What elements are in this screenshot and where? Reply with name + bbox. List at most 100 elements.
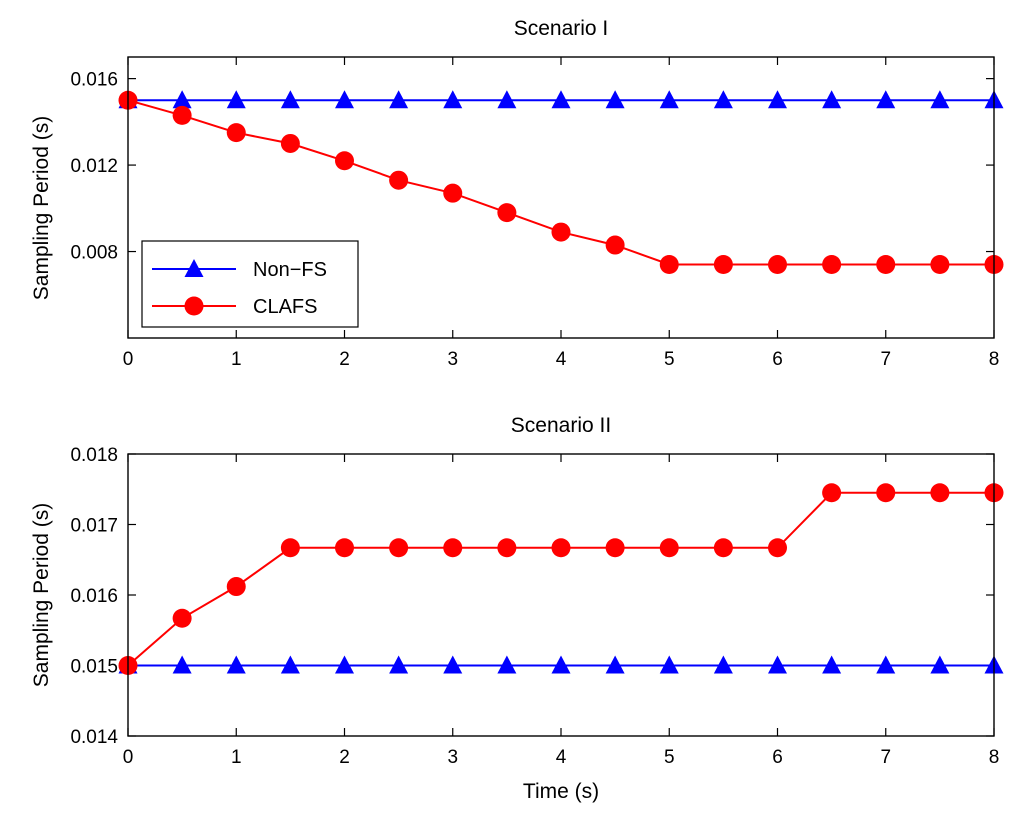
panel-scenario-2: Scenario II Sampling Period (s) Time (s)…: [30, 414, 1004, 803]
data-point-circle: [713, 538, 733, 558]
data-point-triangle: [389, 90, 409, 109]
chart-title: Scenario I: [514, 17, 609, 40]
data-point-triangle: [497, 90, 517, 109]
legend-marker-triangle: [184, 259, 204, 277]
data-point-circle: [822, 483, 842, 503]
data-point-triangle: [389, 655, 409, 674]
y-tick-label: 0.014: [70, 727, 118, 748]
data-point-triangle: [226, 90, 246, 109]
data-point-circle: [443, 183, 463, 203]
data-point-circle: [389, 170, 409, 190]
data-point-triangle: [659, 655, 679, 674]
data-point-triangle: [930, 90, 950, 109]
data-point-triangle: [443, 90, 463, 109]
data-point-triangle: [497, 655, 517, 674]
data-point-triangle: [713, 655, 733, 674]
data-point-circle: [876, 255, 896, 275]
data-point-triangle: [768, 90, 787, 109]
data-point-triangle: [930, 655, 950, 674]
data-point-triangle: [551, 655, 571, 674]
data-point-triangle: [172, 655, 192, 674]
y-tick-label: 0.015: [70, 657, 118, 678]
data-point-circle: [551, 538, 571, 558]
data-point-triangle: [822, 655, 842, 674]
x-tick-label: 4: [556, 349, 567, 370]
x-tick-label: 5: [664, 349, 675, 370]
y-tick-label: 0.018: [70, 445, 118, 466]
plot-area: 0 1 2 3 4 5 6 7 8 0.014 0.015 0.016 0.017 0.018: [70, 445, 1004, 768]
legend-marker-circle: [184, 296, 204, 316]
data-point-circle: [443, 538, 463, 558]
data-point-circle: [497, 203, 517, 223]
data-point-circle: [605, 538, 625, 558]
data-point-triangle: [172, 90, 192, 109]
legend: Non−FS CLAFS: [141, 240, 359, 328]
axes-frame: [127, 453, 995, 737]
data-point-triangle: [443, 655, 463, 674]
data-point-triangle: [226, 655, 246, 674]
x-tick-label: 7: [880, 349, 891, 370]
x-tick-label: 0: [123, 747, 134, 768]
x-tick-label: 3: [447, 747, 458, 768]
data-point-triangle: [876, 90, 896, 109]
x-tick-label: 8: [989, 747, 1000, 768]
legend-box: [141, 240, 359, 328]
x-tick-label: 1: [231, 349, 242, 370]
data-point-circle: [280, 538, 300, 558]
x-tick-label: 2: [339, 349, 350, 370]
x-tick-label: 0: [123, 349, 134, 370]
data-point-triangle: [551, 90, 571, 109]
data-point-circle: [497, 538, 517, 558]
data-point-circle: [335, 538, 354, 558]
chart-title: Scenario II: [511, 414, 611, 437]
data-point-circle: [659, 255, 679, 275]
y-tick-label: 0.016: [70, 586, 118, 607]
x-tick-label: 8: [989, 349, 1000, 370]
x-tick-label: 6: [772, 349, 783, 370]
data-point-triangle: [822, 90, 842, 109]
data-point-circle: [172, 105, 192, 125]
data-point-circle: [768, 255, 787, 275]
data-point-triangle: [768, 655, 787, 674]
data-point-circle: [551, 222, 571, 242]
y-tick-label: 0.016: [70, 70, 118, 91]
y-tick-label: 0.017: [70, 516, 118, 537]
data-point-triangle: [659, 90, 679, 109]
x-tick-label: 1: [231, 747, 242, 768]
y-tick-label: 0.012: [70, 156, 118, 177]
data-point-circle: [226, 577, 246, 597]
x-tick-label: 4: [556, 747, 567, 768]
data-point-triangle: [335, 90, 354, 109]
data-point-circle: [389, 538, 409, 558]
legend-label-non-fs: Non−FS: [253, 259, 327, 281]
data-point-triangle: [713, 90, 733, 109]
legend-label-clafs: CLAFS: [253, 296, 317, 318]
x-tick-label: 7: [880, 747, 891, 768]
x-tick-label: 5: [664, 747, 675, 768]
data-point-circle: [768, 538, 787, 558]
panel-scenario-1: Scenario I Sampling Period (s) 0 1 2 3 4 5 6 7 8…: [30, 17, 1004, 370]
y-axis-label: Sampling Period (s): [30, 116, 53, 300]
data-point-circle: [713, 255, 733, 275]
data-point-triangle: [876, 655, 896, 674]
data-point-circle: [822, 255, 842, 275]
x-tick-label: 6: [772, 747, 783, 768]
x-tick-label: 3: [447, 349, 458, 370]
data-point-circle: [930, 255, 950, 275]
data-point-circle: [605, 235, 625, 255]
y-tick-label: 0.008: [70, 243, 118, 264]
data-point-circle: [335, 151, 354, 171]
axes-frame: [127, 56, 995, 339]
data-point-triangle: [280, 90, 300, 109]
data-point-circle: [876, 483, 896, 503]
data-point-circle: [659, 538, 679, 558]
data-point-circle: [930, 483, 950, 503]
data-point-triangle: [280, 655, 300, 674]
plot-area: 0 1 2 3 4 5 6 7 8 0.008 0.012 0.016: [70, 56, 1004, 370]
data-point-circle: [280, 133, 300, 153]
data-point-triangle: [335, 655, 354, 674]
series-line-circle: [127, 491, 994, 667]
data-point-triangle: [605, 655, 625, 674]
y-axis-label: Sampling Period (s): [30, 503, 53, 687]
